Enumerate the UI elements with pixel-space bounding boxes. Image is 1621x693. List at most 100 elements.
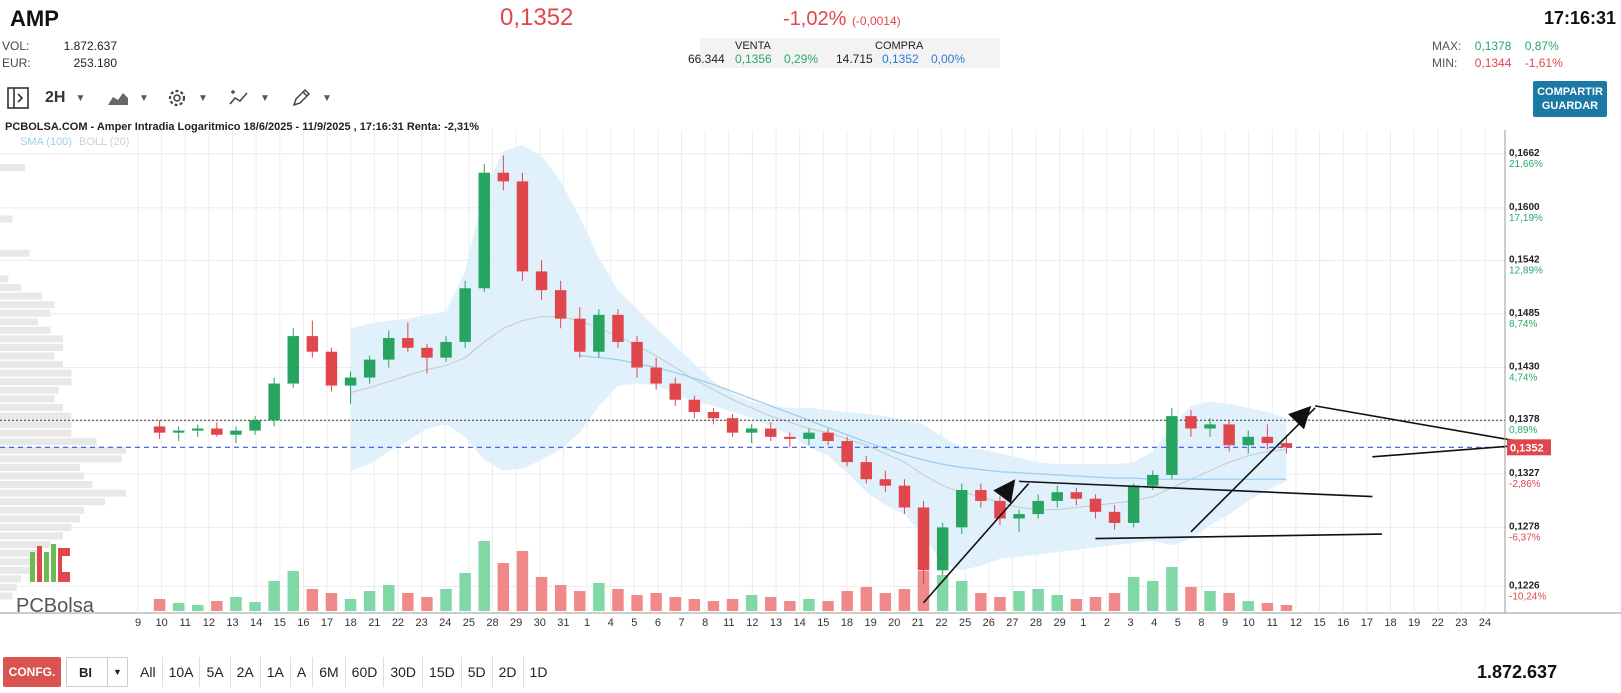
candle-body bbox=[1051, 492, 1063, 501]
triangle-upper-line bbox=[1314, 405, 1535, 445]
volume-bar bbox=[230, 597, 242, 611]
candlestick-chart[interactable]: 9 10 11 12 13 14 15 16 17 18 21 22 23 24 25 28 29 30 31 1 4 5… bbox=[0, 118, 1621, 648]
share-save-button[interactable]: COMPARTIR GUARDAR bbox=[1533, 81, 1607, 117]
chart-type-select[interactable]: ▼ bbox=[107, 86, 149, 110]
volume-bar bbox=[956, 581, 968, 611]
x-tick-label: 29 bbox=[510, 617, 522, 629]
candle-body bbox=[363, 359, 376, 378]
x-tick-label: 15 bbox=[274, 617, 286, 629]
x-tick-label: 29 bbox=[1054, 617, 1066, 629]
bi-select[interactable]: BI ▼ bbox=[66, 657, 128, 687]
x-tick-label: 11 bbox=[1267, 617, 1278, 629]
candle-body bbox=[765, 428, 777, 437]
volume-profile-bar bbox=[0, 335, 63, 343]
x-tick-label: 15 bbox=[817, 617, 829, 629]
x-tick-label: 24 bbox=[439, 617, 451, 629]
y-tick-percent: 4,74% bbox=[1509, 373, 1537, 384]
volume-bar bbox=[612, 589, 624, 611]
candle-body bbox=[1280, 443, 1293, 448]
volume-profile-bar bbox=[0, 275, 9, 283]
volume-profile-bar bbox=[0, 566, 34, 574]
candle-body bbox=[459, 288, 471, 342]
x-tick-label: 31 bbox=[557, 617, 569, 629]
volume-bar bbox=[1166, 567, 1178, 611]
period-button-30d[interactable]: 30D bbox=[383, 657, 422, 687]
min-row: MIN: 0,1344 -1,61% bbox=[1432, 56, 1563, 70]
timeframe-select[interactable]: 2H ▼ bbox=[45, 86, 85, 110]
volume-bar bbox=[211, 601, 223, 611]
candle-body bbox=[153, 426, 166, 433]
order-book-summary: VENTA COMPRA 66.344 0,1356 0,29% 14.715 … bbox=[688, 38, 1000, 68]
volume-bar bbox=[459, 573, 471, 611]
min-value: 0,1344 bbox=[1474, 56, 1512, 70]
volume-bar bbox=[860, 587, 872, 611]
settings-select[interactable]: ▼ bbox=[166, 86, 208, 110]
volume-profile-bar bbox=[0, 489, 126, 497]
x-tick-label: 16 bbox=[1337, 617, 1349, 629]
period-button-6m[interactable]: 6M bbox=[312, 657, 344, 687]
volume-profile-bar bbox=[0, 215, 13, 223]
max-label: MAX: bbox=[1432, 39, 1462, 53]
period-button-2a[interactable]: 2A bbox=[229, 657, 260, 687]
y-tick-price: 0,1278 bbox=[1509, 521, 1540, 532]
candle-body bbox=[1147, 474, 1159, 486]
quote-header: AMP 0,1352 -1,02% (-0,0014) 17:16:31 VOL… bbox=[0, 0, 1621, 80]
x-tick-label: 28 bbox=[1030, 617, 1042, 629]
volume-profile-bar bbox=[0, 343, 63, 352]
chevron-down-icon: ▼ bbox=[260, 92, 270, 104]
toggle-panel-button[interactable] bbox=[6, 86, 30, 110]
volume-bar bbox=[822, 601, 834, 611]
x-tick-label: 25 bbox=[463, 617, 475, 629]
candle-body bbox=[535, 271, 548, 291]
x-tick-label: 5 bbox=[1175, 617, 1181, 629]
x-tick-label: 26 bbox=[983, 617, 995, 629]
x-tick-label: 14 bbox=[250, 617, 262, 629]
candle-body bbox=[898, 485, 911, 508]
period-button-1a[interactable]: 1A bbox=[259, 657, 290, 687]
volume-profile-bar bbox=[0, 515, 80, 523]
candle-body bbox=[688, 399, 701, 412]
period-button-2d[interactable]: 2D bbox=[491, 657, 523, 687]
volume-bar bbox=[879, 593, 892, 611]
y-tick-percent: 8,74% bbox=[1509, 319, 1537, 330]
volume-bar bbox=[745, 595, 758, 611]
period-button-1d[interactable]: 1D bbox=[522, 657, 554, 687]
volume-profile-bar bbox=[0, 369, 72, 377]
x-tick-label: 24 bbox=[1479, 617, 1491, 629]
trendline-up-1 bbox=[922, 483, 1030, 604]
indicators-select[interactable]: ▼ bbox=[228, 86, 270, 110]
legend-sma[interactable]: SMA (100) bbox=[20, 136, 72, 148]
volume-bar bbox=[936, 575, 949, 611]
ticker-symbol: AMP bbox=[10, 6, 59, 31]
volume-profile-bar bbox=[0, 421, 72, 429]
legend-boll[interactable]: BOLL (20) bbox=[79, 136, 130, 148]
volume-bar bbox=[898, 589, 911, 611]
volume-bar bbox=[153, 599, 166, 611]
volume-bar bbox=[268, 581, 280, 611]
volume-profile-bar bbox=[0, 361, 63, 369]
x-tick-label: 17 bbox=[1361, 617, 1373, 629]
candle-body bbox=[383, 338, 395, 360]
period-button-5d[interactable]: 5D bbox=[460, 657, 492, 687]
period-button-5a[interactable]: 5A bbox=[199, 657, 229, 687]
period-button-all[interactable]: All bbox=[140, 664, 156, 680]
price-chart[interactable]: 9 10 11 12 13 14 15 16 17 18 21 22 23 24 25 28 29 30 31 1 4 5… bbox=[0, 118, 1621, 648]
config-button[interactable]: CONFG. bbox=[3, 657, 61, 687]
volume-profile-bar bbox=[0, 386, 59, 394]
x-tick-label: 5 bbox=[631, 617, 637, 629]
volume-bar bbox=[1223, 593, 1235, 611]
period-button-60d[interactable]: 60D bbox=[344, 657, 384, 687]
period-button-10a[interactable]: 10A bbox=[161, 657, 200, 687]
sell-label: VENTA bbox=[735, 40, 771, 52]
x-tick-label: 21 bbox=[368, 617, 380, 629]
x-tick-label: 8 bbox=[1198, 617, 1204, 629]
change-percent: -1,02% bbox=[783, 8, 847, 30]
chevron-down-icon: ▼ bbox=[198, 92, 208, 104]
period-button-15d[interactable]: 15D bbox=[422, 657, 461, 687]
x-tick-label: 23 bbox=[1455, 617, 1467, 629]
euro-row: EUR: 253.180 bbox=[2, 56, 117, 70]
volume-bar bbox=[497, 563, 510, 611]
period-button-a[interactable]: A bbox=[289, 657, 312, 687]
x-tick-label: 1 bbox=[1080, 617, 1086, 629]
drawing-tools-select[interactable]: ▼ bbox=[290, 86, 332, 110]
